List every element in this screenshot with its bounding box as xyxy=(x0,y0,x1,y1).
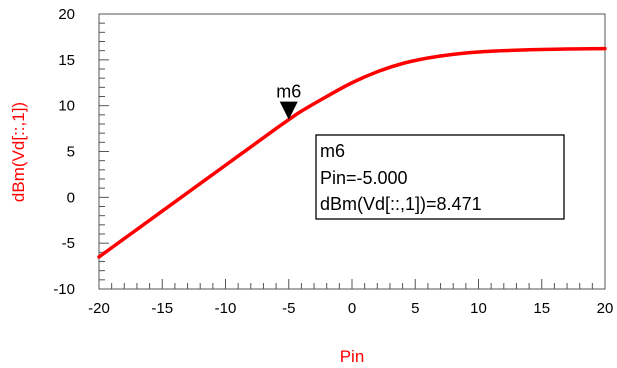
x-tick-label: -20 xyxy=(88,300,110,317)
minor-ticks xyxy=(98,13,606,290)
x-tick-label: -10 xyxy=(215,300,237,317)
y-axis-ticks: -10 -5 0 5 10 15 20 xyxy=(53,6,75,298)
x-axis-title: Pin xyxy=(340,347,365,366)
y-tick-label: 0 xyxy=(67,189,75,206)
y-tick-label: 5 xyxy=(67,144,75,161)
marker-label[interactable]: m6 xyxy=(276,82,301,102)
x-tick-label: -5 xyxy=(282,300,295,317)
x-tick-label: 20 xyxy=(597,300,614,317)
y-tick-label: 10 xyxy=(58,98,75,115)
marker-readout[interactable]: m6 Pin=-5.000 dBm(Vd[::,1])=8.471 xyxy=(315,134,565,220)
y-tick-label: -10 xyxy=(53,281,75,298)
y-tick-label: 15 xyxy=(58,52,75,69)
y-axis-title: dBm(Vd[::,1]) xyxy=(9,102,28,202)
marker-readout-value: dBm(Vd[::,1])=8.471 xyxy=(320,194,482,214)
y-tick-label: 20 xyxy=(58,6,75,23)
marker[interactable]: m6 xyxy=(276,82,301,120)
marker-readout-pin: Pin=-5.000 xyxy=(320,168,408,188)
x-tick-label: 10 xyxy=(470,300,487,317)
y-tick-label: -5 xyxy=(62,235,75,252)
x-tick-label: 5 xyxy=(411,300,419,317)
marker-readout-title: m6 xyxy=(320,141,345,161)
x-tick-label: 15 xyxy=(533,300,550,317)
marker-triangle-icon[interactable] xyxy=(279,101,298,120)
x-axis-ticks: -20 -15 -10 -5 0 5 10 15 20 xyxy=(88,300,613,317)
x-tick-label: 0 xyxy=(348,300,356,317)
x-tick-label: -15 xyxy=(151,300,173,317)
series-line xyxy=(97,46,607,259)
marker-readout-frame xyxy=(315,134,565,220)
